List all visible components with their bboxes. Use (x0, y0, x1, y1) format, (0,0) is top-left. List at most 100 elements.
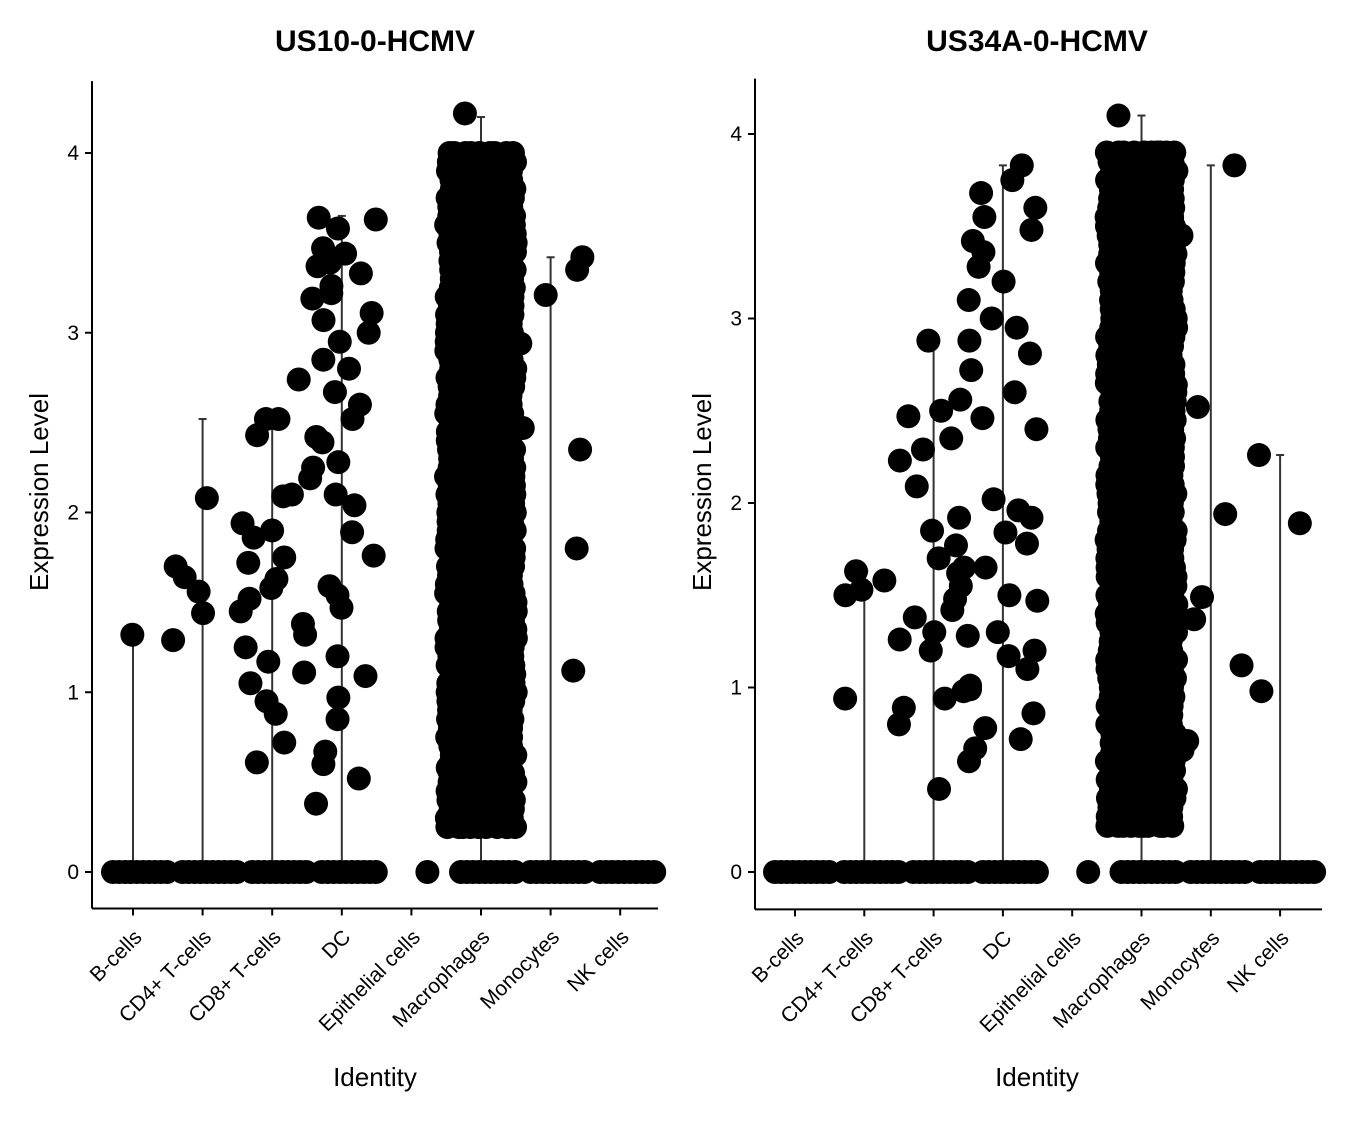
x-tick-label: NK cells (563, 926, 634, 997)
data-point (926, 546, 951, 571)
data-point (293, 622, 318, 647)
data-point (304, 791, 329, 816)
data-point (319, 281, 344, 306)
x-tick-label: DC (979, 927, 1017, 965)
data-point (508, 331, 533, 356)
data-point (996, 644, 1021, 669)
data-point (272, 730, 297, 755)
data-point (327, 329, 352, 354)
y-tick-label: 2 (730, 492, 742, 515)
data-point (306, 205, 331, 230)
x-axis-label: Identity (995, 1062, 1079, 1092)
data-point (972, 205, 997, 230)
data-point (244, 750, 269, 775)
data-point (916, 328, 941, 353)
data-point (918, 638, 943, 663)
chart-panel-us10: US10-0-HCMV Expression Level Identity 0 1… (24, 25, 667, 1092)
data-point (1014, 531, 1039, 556)
y-tick-label: 0 (730, 861, 742, 884)
data-point (1019, 217, 1044, 242)
data-point (1024, 417, 1049, 442)
y-tick-label: 4 (67, 142, 79, 165)
data-point (311, 308, 336, 333)
data-point (260, 518, 285, 543)
data-point (958, 677, 983, 702)
data-point (1162, 140, 1187, 165)
data-point (1170, 738, 1195, 763)
chart-title: US10-0-HCMV (275, 25, 475, 58)
data-point (1076, 860, 1101, 884)
data-point (833, 686, 858, 711)
y-tick-label: 2 (67, 502, 79, 525)
data-point (363, 860, 388, 884)
y-tick-label: 0 (67, 861, 79, 884)
data-point (1002, 380, 1027, 405)
data-point (1021, 701, 1046, 726)
data-point (887, 448, 912, 473)
data-point (564, 536, 589, 561)
data-point (194, 486, 219, 511)
data-point (259, 575, 284, 600)
data-point (1024, 860, 1049, 884)
data-point (981, 487, 1006, 512)
data-point (161, 628, 186, 653)
data-point (910, 437, 935, 462)
data-point (323, 482, 348, 507)
data-point (1169, 223, 1194, 248)
data-point (326, 685, 351, 710)
data-point (902, 605, 927, 630)
data-point (272, 545, 297, 570)
x-tick-label: DC (318, 926, 356, 964)
x-tick-label: B-cells (748, 927, 809, 988)
data-point (510, 416, 535, 441)
x-tick-label: B-cells (86, 926, 147, 987)
y-tick-label: 3 (67, 322, 79, 345)
data-point (833, 583, 858, 608)
data-point (886, 712, 911, 737)
data-point (955, 623, 980, 648)
data-point (904, 474, 929, 499)
data-point (896, 404, 921, 429)
data-point (939, 426, 964, 451)
data-point (363, 207, 388, 232)
data-point (271, 484, 296, 509)
data-point (228, 599, 253, 624)
data-point (233, 635, 258, 660)
y-tick-label: 1 (730, 677, 742, 700)
data-point (1302, 860, 1327, 884)
data-point (310, 430, 335, 455)
data-point (1246, 443, 1271, 468)
data-point (872, 568, 897, 593)
y-tick-label: 3 (730, 308, 742, 331)
data-point (561, 658, 586, 683)
data-point (186, 579, 211, 604)
data-point (1185, 395, 1210, 420)
data-point (940, 598, 965, 623)
data-point (533, 283, 558, 308)
data-point (1213, 502, 1238, 527)
data-point (361, 543, 386, 568)
data-point (325, 216, 350, 241)
data-point (415, 860, 440, 884)
data-point (1182, 607, 1207, 632)
data-point (322, 380, 347, 405)
data-point (300, 286, 325, 311)
data-point (298, 466, 323, 491)
data-point (929, 398, 954, 423)
data-point (997, 583, 1022, 608)
data-point (844, 559, 869, 584)
data-point (966, 254, 991, 279)
data-point (263, 701, 288, 726)
x-tick-label: NK cells (1223, 927, 1294, 998)
data-point (311, 752, 336, 777)
data-point (985, 620, 1010, 645)
data-point (292, 660, 317, 685)
data-point (957, 328, 982, 353)
data-point (970, 406, 995, 431)
data-point (1004, 315, 1029, 340)
data-point (969, 181, 994, 206)
data-point (236, 550, 261, 575)
data-point (337, 356, 362, 381)
data-point (1163, 372, 1188, 397)
data-point (565, 257, 590, 282)
